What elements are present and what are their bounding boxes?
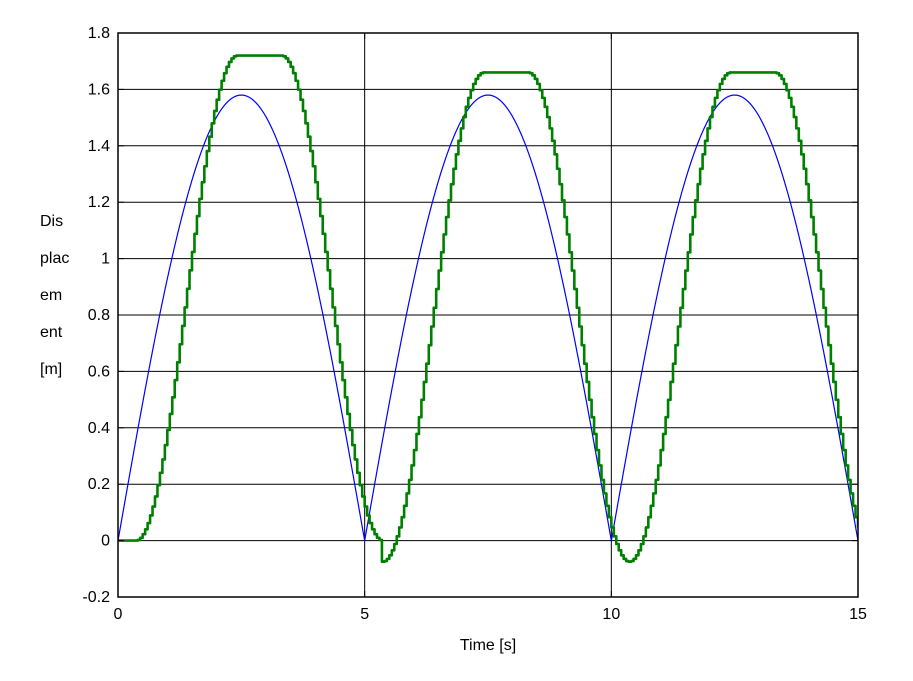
y-axis-label: Dis plac em ent [m]: [40, 195, 69, 379]
x-axis-label: Time [s]: [388, 637, 588, 655]
y-tick-label: 1.2: [88, 194, 110, 211]
x-tick-label: 5: [360, 606, 369, 623]
chart-container: 051015-0.200.20.40.60.811.21.41.61.8 Dis…: [0, 0, 913, 681]
x-tick-label: 15: [849, 606, 867, 623]
y-axis-label-line-1: plac: [40, 250, 69, 267]
y-tick-label: 0.8: [88, 307, 110, 324]
y-tick-label: 0: [101, 533, 110, 550]
y-tick-label: 1: [101, 251, 110, 268]
y-tick-label: 1.6: [88, 81, 110, 98]
y-axis-label-line-0: Dis: [40, 213, 63, 230]
y-axis-label-line-2: em: [40, 287, 62, 304]
x-tick-label: 0: [114, 606, 123, 623]
y-axis-label-line-4: [m]: [40, 361, 62, 378]
y-tick-label: -0.2: [82, 589, 110, 606]
y-axis-label-line-3: ent: [40, 324, 62, 341]
y-tick-label: 1.8: [88, 25, 110, 42]
y-tick-label: 0.4: [88, 420, 110, 437]
chart-svg: 051015-0.200.20.40.60.811.21.41.61.8: [0, 0, 913, 681]
y-tick-label: 0.6: [88, 363, 110, 380]
y-tick-label: 0.2: [88, 476, 110, 493]
x-tick-label: 10: [602, 606, 620, 623]
y-tick-label: 1.4: [88, 138, 110, 155]
